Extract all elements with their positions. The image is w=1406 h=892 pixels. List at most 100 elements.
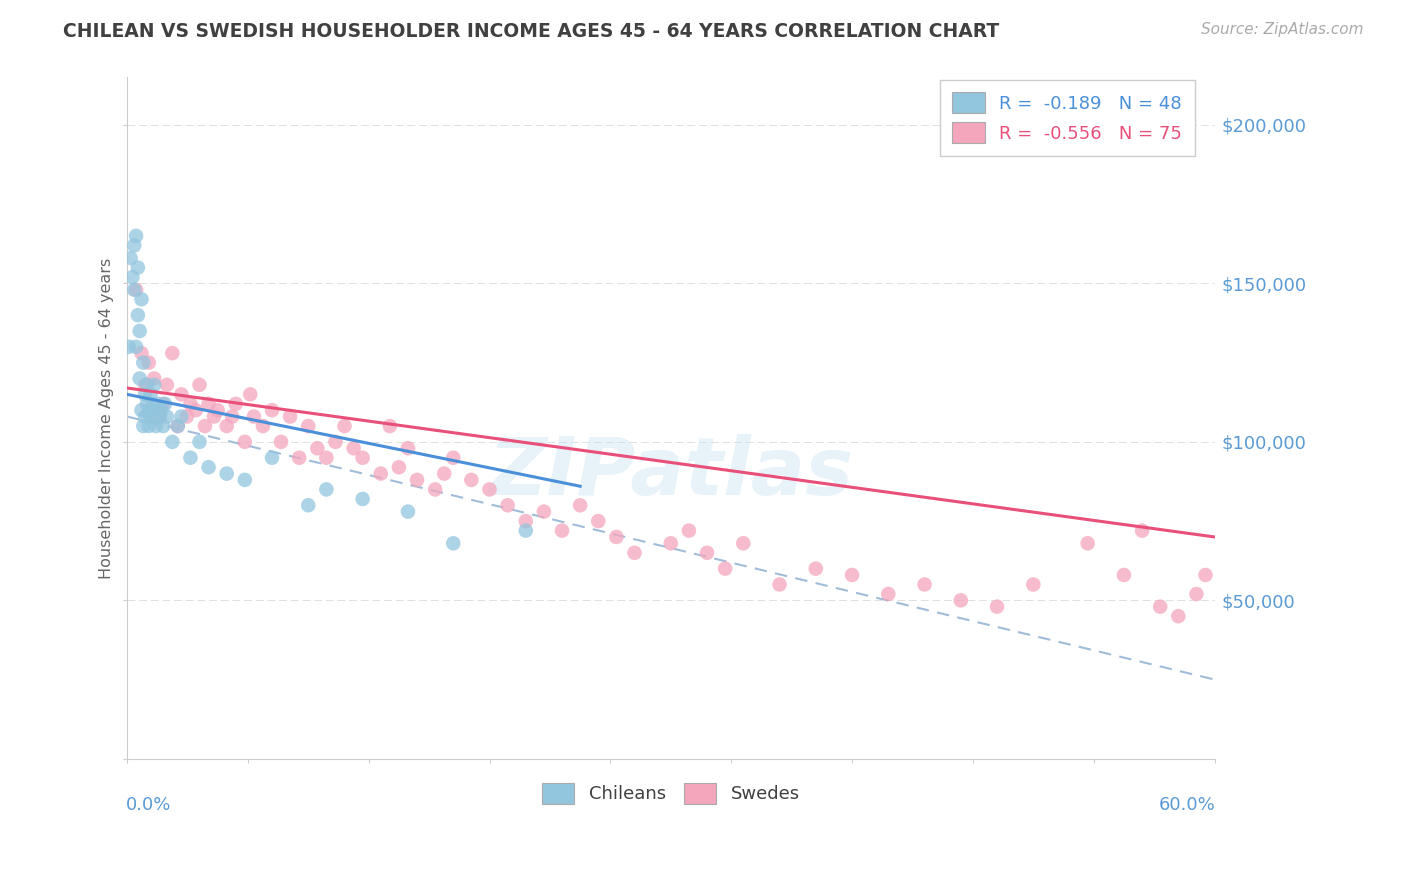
Point	[166, 419, 188, 434]
Point	[569, 498, 592, 512]
Point	[297, 498, 319, 512]
Point	[143, 371, 166, 385]
Point	[243, 409, 266, 424]
Point	[325, 434, 347, 449]
Legend: Chileans, Swedes: Chileans, Swedes	[534, 776, 807, 811]
Point	[388, 460, 411, 475]
Point	[122, 283, 145, 297]
Text: CHILEAN VS SWEDISH HOUSEHOLDER INCOME AGES 45 - 64 YEARS CORRELATION CHART: CHILEAN VS SWEDISH HOUSEHOLDER INCOME AG…	[63, 22, 1000, 41]
Point	[156, 377, 179, 392]
Point	[136, 377, 159, 392]
Point	[307, 441, 329, 455]
Point	[515, 514, 537, 528]
Point	[496, 498, 519, 512]
Point	[120, 251, 142, 265]
Point	[260, 403, 283, 417]
Point	[315, 483, 337, 497]
Point	[433, 467, 456, 481]
Point	[184, 403, 207, 417]
Point	[146, 397, 169, 411]
Point	[139, 403, 162, 417]
Point	[143, 377, 166, 392]
Point	[768, 577, 790, 591]
Point	[131, 346, 153, 360]
Point	[252, 419, 274, 434]
Point	[152, 397, 174, 411]
Point	[233, 473, 256, 487]
Point	[134, 387, 156, 401]
Point	[986, 599, 1008, 614]
Point	[215, 419, 238, 434]
Point	[170, 387, 193, 401]
Point	[202, 409, 225, 424]
Point	[659, 536, 682, 550]
Point	[877, 587, 900, 601]
Point	[170, 409, 193, 424]
Point	[315, 450, 337, 465]
Point	[150, 403, 173, 417]
Point	[179, 450, 201, 465]
Point	[166, 419, 188, 434]
Point	[127, 260, 149, 275]
Point	[122, 238, 145, 252]
Point	[239, 387, 262, 401]
Point	[297, 419, 319, 434]
Point	[1112, 568, 1135, 582]
Point	[841, 568, 863, 582]
Point	[132, 356, 155, 370]
Point	[125, 340, 148, 354]
Point	[215, 467, 238, 481]
Point	[551, 524, 574, 538]
Point	[149, 409, 172, 424]
Point	[132, 419, 155, 434]
Point	[136, 397, 159, 411]
Point	[141, 397, 163, 411]
Point	[149, 409, 172, 424]
Point	[221, 409, 243, 424]
Point	[156, 409, 179, 424]
Point	[1185, 587, 1208, 601]
Point	[194, 419, 217, 434]
Point	[153, 397, 176, 411]
Point	[131, 403, 153, 417]
Point	[914, 577, 936, 591]
Point	[678, 524, 700, 538]
Point	[162, 434, 184, 449]
Point	[121, 270, 143, 285]
Point	[460, 473, 482, 487]
Point	[733, 536, 755, 550]
Point	[197, 397, 219, 411]
Point	[478, 483, 501, 497]
Point	[176, 409, 198, 424]
Text: Source: ZipAtlas.com: Source: ZipAtlas.com	[1201, 22, 1364, 37]
Point	[188, 377, 211, 392]
Point	[396, 505, 419, 519]
Point	[131, 293, 153, 307]
Point	[260, 450, 283, 465]
Point	[1022, 577, 1045, 591]
Point	[207, 403, 229, 417]
Point	[128, 324, 150, 338]
Text: ZIPatlas: ZIPatlas	[488, 434, 853, 512]
Point	[233, 434, 256, 449]
Point	[1130, 524, 1153, 538]
Point	[134, 409, 156, 424]
Point	[396, 441, 419, 455]
Point	[125, 283, 148, 297]
Point	[225, 397, 247, 411]
Point	[118, 340, 141, 354]
Point	[378, 419, 401, 434]
Point	[352, 450, 374, 465]
Point	[533, 505, 555, 519]
Point	[270, 434, 292, 449]
Point	[804, 561, 827, 575]
Point	[714, 561, 737, 575]
Point	[138, 406, 160, 420]
Point	[406, 473, 429, 487]
Point	[162, 346, 184, 360]
Point	[1149, 599, 1171, 614]
Point	[588, 514, 610, 528]
Point	[139, 387, 162, 401]
Point	[138, 419, 160, 434]
Point	[127, 308, 149, 322]
